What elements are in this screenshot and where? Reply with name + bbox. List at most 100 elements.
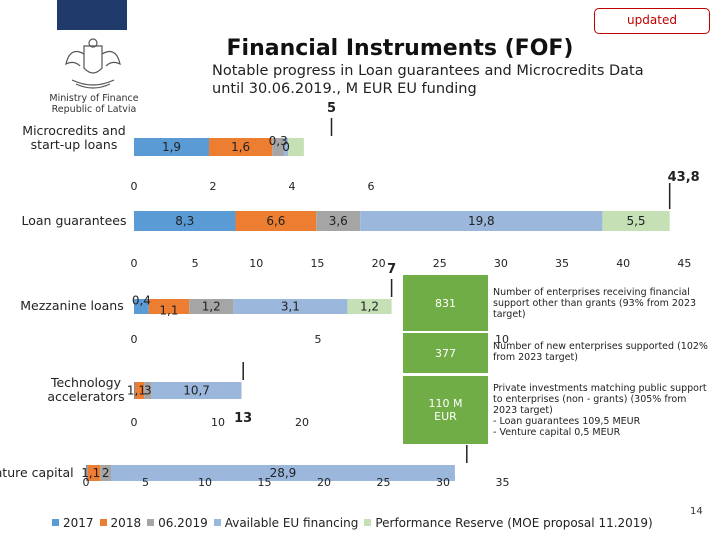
axis-tick-label: 10 — [211, 416, 225, 429]
legend-label: 2017 — [63, 516, 94, 530]
axis-tick-label: 5 — [142, 476, 149, 489]
data-label: 1,1 — [159, 304, 178, 318]
category-label: Mezzanine loans — [20, 298, 123, 313]
axis-tick-label: 5 — [315, 333, 322, 346]
axis-tick-label: 40 — [616, 257, 630, 270]
target-label: 43,8 — [668, 170, 700, 185]
data-label: 1,2 — [202, 300, 221, 314]
axis-tick-label: 15 — [258, 476, 272, 489]
data-label: 19,8 — [468, 214, 495, 228]
kpi-private-investment: 110 M EUR — [403, 376, 488, 444]
bar-segment — [144, 382, 152, 399]
status-badge: updated — [594, 8, 710, 34]
bar-segment — [347, 299, 392, 314]
bar-segment — [209, 138, 273, 156]
category-label: Loan guarantees — [22, 213, 127, 228]
kpi-description: Number of enterprises receiving financia… — [493, 287, 697, 320]
axis-tick-label: 0 — [83, 476, 90, 489]
bar-segment — [100, 465, 111, 481]
legend-item: 2017 — [52, 516, 94, 530]
data-label: 28,9 — [270, 466, 297, 480]
legend-item: Performance Reserve (MOE proposal 11.201… — [364, 516, 653, 530]
data-label: 1,1 — [81, 466, 100, 480]
legend-item: 2018 — [99, 516, 142, 530]
page-subtitle: Notable progress in Loan guarantees and … — [212, 63, 644, 97]
kpi-value: 377 — [435, 346, 456, 360]
kpi-new-enterprises: 377 — [403, 333, 488, 373]
axis-tick-label: 20 — [317, 476, 331, 489]
data-label: 8,3 — [175, 214, 194, 228]
bar-segment — [134, 382, 145, 399]
legend-swatch — [99, 519, 107, 526]
bar-segment — [272, 138, 285, 156]
bar-segment — [110, 465, 455, 481]
axis-tick-label: 10 — [495, 333, 509, 346]
kpi-description: Private investments matching public supp… — [493, 383, 707, 438]
category-label: start-up loans — [31, 137, 118, 152]
bar-segment — [134, 299, 149, 314]
data-label: 3,6 — [329, 214, 348, 228]
bar-segment — [148, 299, 190, 314]
category-label: nture capital — [0, 465, 74, 480]
kpi-value: 110 M EUR — [428, 397, 463, 423]
bar-segment — [87, 465, 101, 481]
data-label: 0 — [282, 140, 290, 154]
bar-segment — [288, 138, 304, 156]
data-label: 6,6 — [266, 214, 285, 228]
bar-segment — [284, 138, 289, 156]
target-label: 5 — [327, 101, 336, 116]
bar-segment — [316, 211, 361, 231]
legend-swatch — [213, 519, 221, 526]
data-label: 0,4 — [132, 294, 151, 308]
legend-item: Available EU financing — [213, 516, 359, 530]
bar-segment — [233, 299, 348, 314]
axis-tick-label: 15 — [310, 257, 324, 270]
data-label: 3 — [144, 384, 152, 398]
data-label: 3,1 — [281, 300, 300, 314]
bar-segment — [189, 299, 234, 314]
axis-tick-label: 10 — [249, 257, 263, 270]
category-label: Technology — [50, 375, 122, 390]
data-label: 2 — [102, 466, 110, 480]
data-label: 1,6 — [231, 140, 250, 154]
bar-segment — [134, 138, 210, 156]
ministry-name: Ministry of Finance Republic of Latvia — [49, 93, 139, 115]
target-label: 13 — [234, 411, 252, 426]
kpi-description: Number of new enterprises supported (102… — [493, 341, 708, 363]
data-label: 1,9 — [162, 140, 181, 154]
legend-swatch — [147, 519, 155, 526]
legend-swatch — [364, 519, 372, 526]
bar-segment — [360, 211, 603, 231]
data-label: 5,5 — [626, 214, 645, 228]
data-label: 10,7 — [183, 384, 210, 398]
coat-of-arms-icon — [65, 38, 121, 89]
axis-tick-label: 45 — [677, 257, 691, 270]
legend-label: 2018 — [110, 516, 142, 530]
brand-bar — [57, 0, 127, 30]
axis-tick-label: 35 — [496, 476, 510, 489]
kpi-value: 831 — [435, 296, 456, 310]
axis-tick-label: 35 — [555, 257, 569, 270]
bar-segment — [134, 211, 236, 231]
axis-tick-label: 20 — [295, 416, 309, 429]
bar-segment — [134, 382, 135, 399]
legend-item: 06.2019 — [147, 516, 208, 530]
axis-tick-label: 0 — [131, 333, 138, 346]
legend-label: Available EU financing — [224, 516, 359, 530]
axis-tick-label: 10 — [198, 476, 212, 489]
axis-tick-label: 2 — [210, 180, 217, 193]
bar-segment — [151, 382, 242, 399]
axis-tick-label: 25 — [377, 476, 391, 489]
data-label: 1,1 — [127, 384, 146, 398]
data-label: 1,2 — [360, 300, 379, 314]
axis-tick-label: 30 — [494, 257, 508, 270]
legend-label: Performance Reserve (MOE proposal 11.201… — [375, 516, 653, 530]
axis-tick-label: 5 — [192, 257, 199, 270]
axis-tick-label: 6 — [368, 180, 375, 193]
axis-tick-label: 25 — [433, 257, 447, 270]
axis-tick-label: 0 — [131, 257, 138, 270]
axis-tick-label: 30 — [436, 476, 450, 489]
page-title: Financial Instruments (FOF) — [226, 36, 574, 61]
axis-tick-label: 20 — [372, 257, 386, 270]
